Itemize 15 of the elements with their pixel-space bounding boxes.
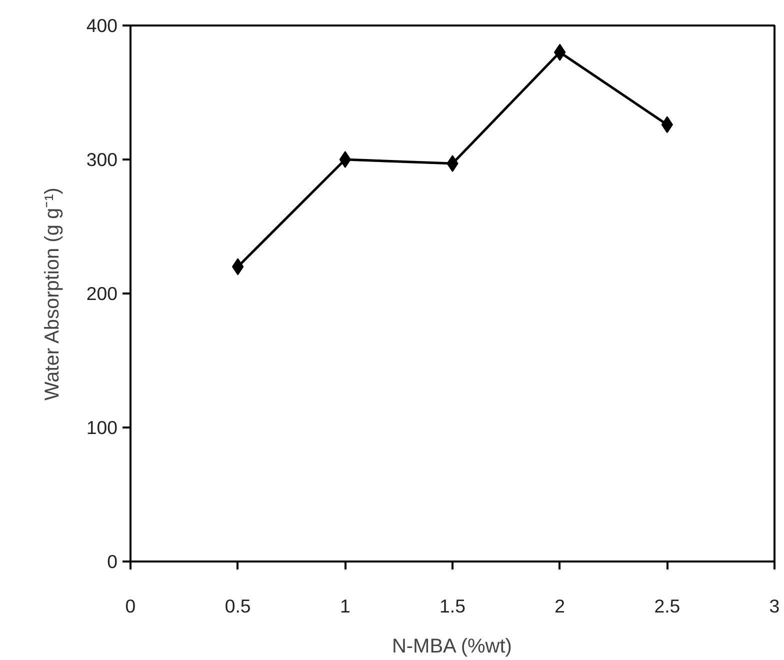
point [339, 151, 351, 168]
y-tick-label: 200 [86, 283, 118, 304]
x-tick-label: 2 [554, 596, 566, 616]
x-tick-label: 2.5 [654, 596, 680, 616]
y-tick-label: 300 [86, 149, 118, 170]
y-tick-label: 0 [107, 551, 118, 572]
y-tick-label: 100 [86, 417, 118, 438]
y-axis-title: Water Absorption (g g⁻¹) [41, 188, 64, 401]
x-tick-label: 3 [769, 596, 780, 616]
x-tick-label: 1.5 [440, 596, 466, 616]
x-tick-label: 0 [125, 596, 136, 616]
x-axis-title: N-MBA (%wt) [392, 636, 512, 658]
x-tick-label: 1 [340, 596, 350, 616]
y-tick-label: 400 [86, 15, 118, 36]
x-tick-label: 0.5 [224, 596, 251, 616]
